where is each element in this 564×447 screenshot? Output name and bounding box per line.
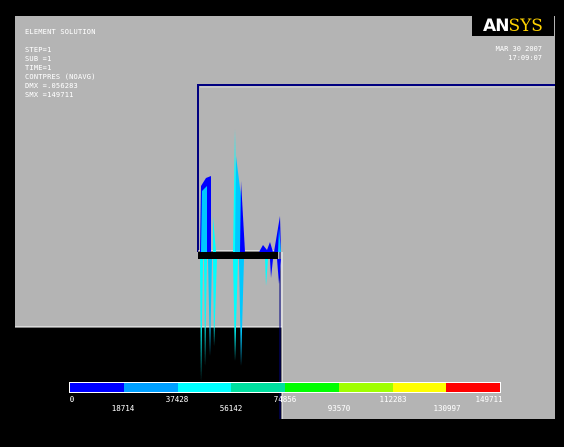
pressure-spike-up bbox=[240, 181, 245, 252]
pressure-spike-down bbox=[213, 259, 217, 346]
legend-value-label: 112283 bbox=[379, 395, 407, 404]
legend-value-label: 0 bbox=[69, 395, 75, 404]
legend-color-segment bbox=[338, 383, 393, 392]
pressure-spike-down bbox=[277, 259, 281, 284]
legend-color-segment bbox=[231, 383, 285, 392]
legend-color-segment bbox=[285, 383, 339, 392]
pressure-spike-down bbox=[233, 259, 238, 361]
legend-value-label: 56142 bbox=[219, 404, 243, 413]
logo-sys-text: SYS bbox=[508, 16, 543, 36]
contact-pressure-plot bbox=[15, 84, 555, 419]
pressure-spike-up bbox=[235, 156, 242, 252]
graphics-viewport[interactable]: ELEMENT SOLUTION STEP=1 SUB =1 TIME=1 CO… bbox=[15, 16, 555, 419]
pressure-spike-down bbox=[270, 259, 273, 278]
legend-color-segment bbox=[446, 383, 500, 392]
legend-color-segment bbox=[70, 383, 124, 392]
legend-color-segment bbox=[123, 383, 178, 392]
legend-value-label: 149711 bbox=[475, 395, 503, 404]
pressure-spike-up bbox=[259, 242, 273, 252]
ansys-logo: AN SYS bbox=[472, 16, 554, 36]
date-label: MAR 30 2007 bbox=[495, 45, 542, 53]
lower-body bbox=[15, 327, 282, 419]
legend-value-label: 37428 bbox=[165, 395, 189, 404]
legend-value-label: 130997 bbox=[433, 404, 461, 413]
pressure-spike-down bbox=[239, 259, 244, 366]
step-label: STEP=1 bbox=[25, 46, 52, 54]
substep-label: SUB =1 bbox=[25, 55, 52, 63]
legend-value-label: 74856 bbox=[273, 395, 297, 404]
legend-value-label: 18714 bbox=[111, 404, 135, 413]
pressure-spike-down bbox=[265, 259, 268, 286]
pressure-spike-down bbox=[200, 259, 203, 381]
pressure-spike-up bbox=[213, 216, 216, 252]
pressure-spike-up bbox=[201, 186, 207, 252]
legend-color-segment bbox=[177, 383, 232, 392]
smx-label: SMX =149711 bbox=[25, 91, 74, 99]
logo-an-text: AN bbox=[483, 16, 509, 36]
time-stamp-label: 17:09:07 bbox=[508, 54, 542, 62]
result-item-label: CONTPRES (NOAVG) bbox=[25, 73, 96, 81]
pressure-spike-down bbox=[204, 259, 207, 366]
upper-body-outline bbox=[197, 84, 555, 252]
result-type-label: ELEMENT SOLUTION bbox=[25, 28, 96, 36]
contour-legend-bar bbox=[69, 382, 501, 393]
pressure-spike-down bbox=[208, 259, 212, 356]
contact-interface bbox=[198, 251, 278, 259]
dmx-label: DMX =.056283 bbox=[25, 82, 78, 90]
legend-value-label: 93570 bbox=[327, 404, 351, 413]
time-label: TIME=1 bbox=[25, 64, 52, 72]
legend-color-segment bbox=[392, 383, 447, 392]
pressure-spike-up bbox=[278, 228, 281, 252]
